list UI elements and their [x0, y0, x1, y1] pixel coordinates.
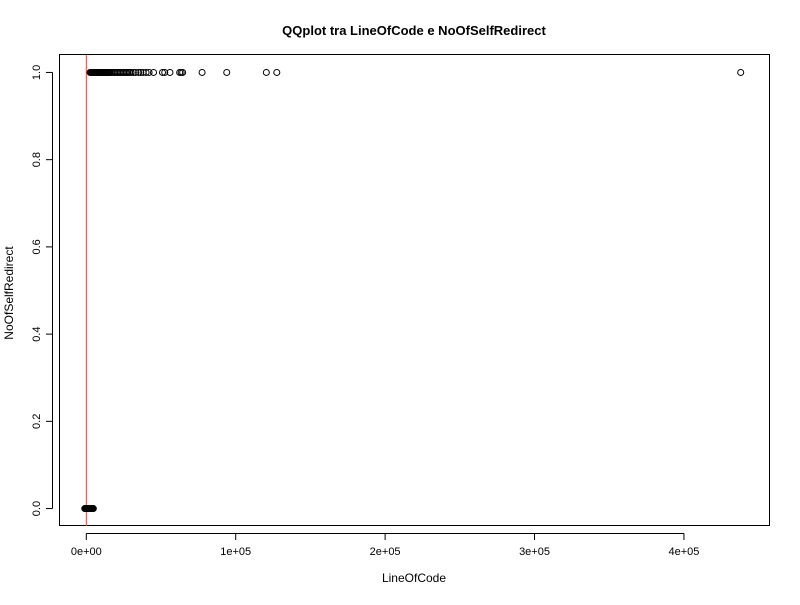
x-tick-label: 1e+05: [220, 546, 251, 558]
y-tick-label: 0.0: [31, 501, 43, 516]
chart-title: QQplot tra LineOfCode e NoOfSelfRedirect: [282, 23, 546, 38]
data-point: [223, 68, 231, 76]
y-tick-label: 0.2: [31, 414, 43, 429]
data-point: [145, 68, 153, 76]
x-tick-label: 0e+00: [71, 546, 102, 558]
y-tick-label: 0.8: [31, 152, 43, 167]
y-tick-label: 0.4: [31, 326, 43, 341]
data-point: [89, 505, 97, 513]
data-point: [166, 68, 174, 76]
data-point: [158, 68, 166, 76]
data-point: [137, 68, 145, 76]
x-axis-label: LineOfCode: [382, 571, 446, 585]
x-axis: 0e+00 1e+05 2e+05 3e+05 4e+05: [71, 533, 699, 558]
data-point: [129, 68, 137, 76]
data-point: [132, 68, 140, 76]
data-point: [127, 68, 135, 76]
data-point: [142, 68, 150, 76]
y-tick-label: 1.0: [31, 65, 43, 80]
data-point: [737, 68, 745, 76]
data-point: [273, 68, 281, 76]
y-axis-label: NoOfSelfRedirect: [2, 246, 16, 340]
data-point: [135, 68, 143, 76]
y-axis: 0.0 0.2 0.4 0.6 0.8 1.0: [31, 65, 53, 516]
x-tick-label: 2e+05: [370, 546, 401, 558]
data-point: [198, 68, 206, 76]
y-tick-label: 0.6: [31, 239, 43, 254]
points-layer: [81, 68, 745, 513]
data-point: [161, 68, 169, 76]
plot-frame: [59, 54, 770, 526]
x-tick-label: 4e+05: [668, 546, 699, 558]
data-point: [179, 68, 187, 76]
x-tick-label: 3e+05: [519, 546, 550, 558]
data-point: [262, 68, 270, 76]
data-point: [150, 68, 158, 76]
